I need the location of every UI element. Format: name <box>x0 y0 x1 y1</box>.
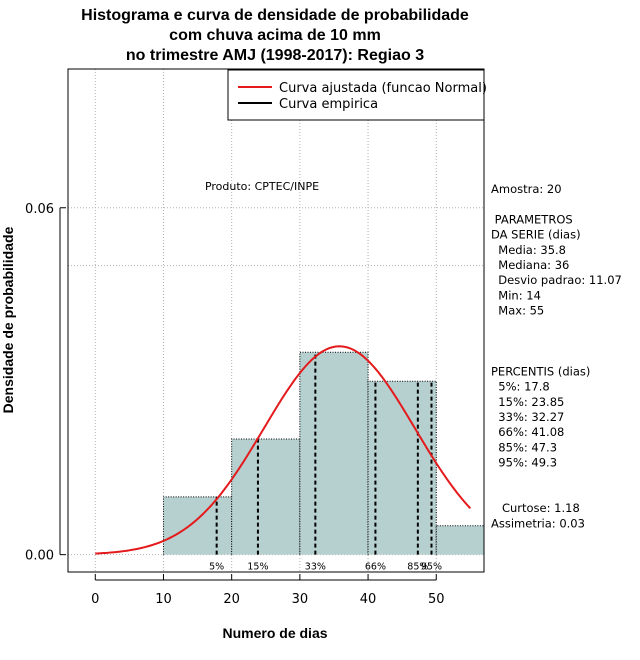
stats-line: 66%: 41.08 <box>491 425 564 439</box>
chart-title: Histograma e curva de densidade de proba… <box>81 7 469 64</box>
stats-panel: Amostra: 20 PARAMETROS DA SERIE (dias) Me… <box>491 182 622 530</box>
stats-line: 15%: 23.85 <box>491 395 564 409</box>
product-annotation: Produto: CPTEC/INPE <box>205 180 319 193</box>
percentile-labels: 5% 15% 33% 66% 85%95% <box>209 562 442 573</box>
y-tick-label: 0.00 <box>25 549 54 564</box>
histogram-bar-outline <box>367 380 437 555</box>
x-tick-label: 30 <box>292 592 309 607</box>
percentile-lines <box>215 352 433 555</box>
legend-label-normal: Curva ajustada (funcao Normal) <box>279 81 487 96</box>
x-axis: 0 10 20 30 40 50 <box>91 574 445 607</box>
histogram-bar-outline <box>435 525 485 555</box>
histogram-bar <box>231 439 300 555</box>
legend: Curva ajustada (funcao Normal) Curva emp… <box>227 69 487 121</box>
stats-line: 85%: 47.3 <box>491 440 557 454</box>
stats-line: 95%: 49.3 <box>491 456 557 470</box>
percentile-label: 15% <box>247 562 268 573</box>
stats-line: Desvio padrao: 11.07 <box>491 273 622 287</box>
stats-line: Mediana: 36 <box>491 258 569 272</box>
x-tick-label: 10 <box>155 592 172 607</box>
title-line-1: Histograma e curva de densidade de proba… <box>81 7 469 24</box>
histogram-bar <box>436 525 484 555</box>
histogram-bar <box>299 352 369 555</box>
x-tick-label: 0 <box>91 592 99 607</box>
percentile-label: 33% <box>305 562 326 573</box>
percentile-label: 85% <box>407 562 428 573</box>
legend-box <box>227 69 485 121</box>
stats-line: Media: 35.8 <box>491 243 566 257</box>
histogram-bar-outline <box>231 438 301 555</box>
stats-line: Amostra: 20 <box>491 182 562 196</box>
x-tick-label: 20 <box>223 592 240 607</box>
legend-label-empirical: Curva empirica <box>279 97 378 112</box>
histogram-bar <box>368 381 437 555</box>
percentile-label: 5% <box>209 562 224 573</box>
stats-line: Min: 14 <box>491 288 541 302</box>
percentile-label: 66% <box>365 562 386 573</box>
plot-frame <box>67 68 485 573</box>
y-axis: 0.00 0.06 <box>25 202 66 564</box>
histogram-bars <box>162 351 485 555</box>
y-tick-label: 0.06 <box>25 202 54 217</box>
histogram-bar <box>163 496 232 555</box>
title-line-3: no trimestre AMJ (1998-2017): Regiao 3 <box>126 47 424 64</box>
stats-line: PERCENTIS (dias) <box>491 364 590 378</box>
stats-line: Curtose: 1.18 <box>491 501 580 515</box>
x-axis-label: Numero de dias <box>222 625 327 641</box>
percentile-label: 95% <box>421 562 442 573</box>
stats-line: Max: 55 <box>491 304 544 318</box>
x-tick-label: 50 <box>428 592 445 607</box>
title-line-2: com chuva acima de 10 mm <box>169 27 381 44</box>
stats-line: 33%: 32.27 <box>491 410 564 424</box>
stats-line: PARAMETROS <box>491 212 573 226</box>
y-axis-label: Densidade de probabilidade <box>0 226 16 413</box>
x-tick-label: 40 <box>360 592 377 607</box>
stats-line: DA SERIE (dias) <box>491 228 581 242</box>
stats-line: Assimetria: 0.03 <box>491 516 585 530</box>
stats-line: 5%: 17.8 <box>491 380 550 394</box>
normal-curve-line <box>95 345 472 555</box>
